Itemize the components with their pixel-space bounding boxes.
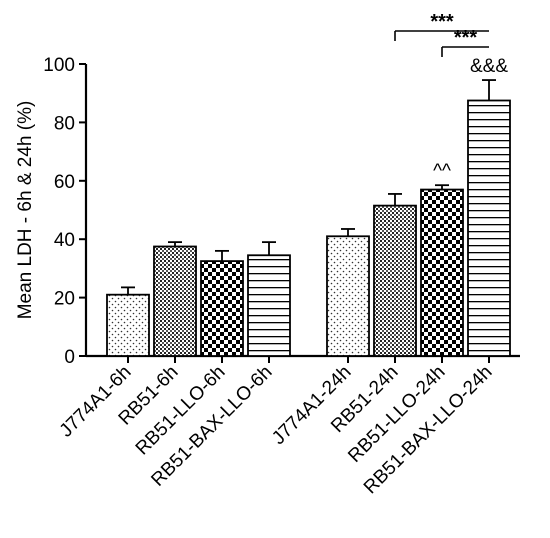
y-tick-label: 60 bbox=[54, 172, 75, 193]
significance-label: *** bbox=[454, 27, 478, 49]
bar-rb51-llo-24h bbox=[420, 188, 464, 357]
bar-rb51-bax-llo-24h bbox=[467, 99, 511, 357]
bar-rb51-bax-llo-6h bbox=[247, 254, 291, 357]
bar-rb51-24h bbox=[373, 204, 417, 357]
y-tick-label: 20 bbox=[54, 289, 75, 310]
bar-rb51-llo-6h bbox=[200, 260, 244, 357]
bar-j774a1-6h bbox=[106, 293, 150, 357]
y-tick-label: 100 bbox=[43, 55, 75, 76]
y-tick-label: 0 bbox=[64, 347, 75, 368]
y-axis-label: Mean LDH - 6h & 24h (%) bbox=[15, 101, 36, 320]
annotation-rb51-bax-llo-24h: &&& bbox=[470, 56, 508, 77]
y-tick-label: 40 bbox=[54, 230, 75, 251]
significance-label: *** bbox=[430, 11, 454, 33]
bar-rb51-6h bbox=[153, 245, 197, 357]
annotation-rb51-llo-24h: ^^ bbox=[433, 161, 451, 182]
x-tick-label-j774a1-6h: J774A1-6h bbox=[56, 362, 136, 442]
y-tick-label: 80 bbox=[54, 113, 75, 134]
significance-annotations: ****** bbox=[394, 11, 489, 57]
bar-j774a1-24h bbox=[326, 235, 370, 357]
bars bbox=[106, 79, 511, 357]
